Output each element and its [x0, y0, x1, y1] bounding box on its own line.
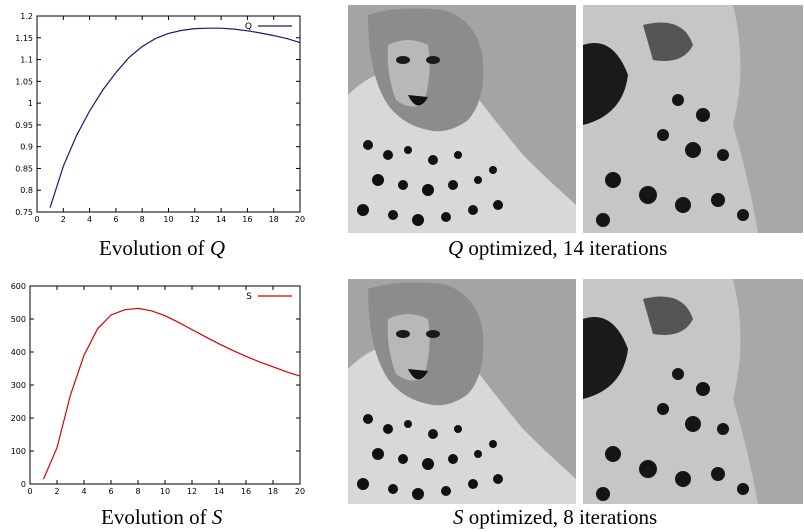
x-tick-label: 14	[214, 487, 224, 496]
cheetah-detail-icon	[583, 5, 803, 233]
s-detail-image	[583, 279, 803, 504]
x-tick-label: 20	[295, 215, 305, 224]
series-line-S	[42, 307, 301, 480]
x-tick-label: 2	[61, 215, 66, 224]
y-tick-label: 500	[11, 315, 26, 324]
y-tick-label: 400	[11, 348, 26, 357]
y-tick-label: 1	[28, 99, 33, 108]
x-tick-label: 0	[27, 487, 32, 496]
x-tick-label: 10	[160, 487, 170, 496]
x-tick-label: 12	[187, 487, 197, 496]
q-images-caption: Q optimized, 14 iterations	[448, 236, 668, 260]
x-tick-label: 4	[81, 487, 86, 496]
cheetah-icon	[348, 279, 576, 504]
y-tick-label: 100	[11, 447, 26, 456]
s-full-image	[348, 279, 576, 504]
x-tick-label: 20	[295, 487, 305, 496]
legend-label: Q	[245, 22, 252, 32]
cheetah-detail-icon	[583, 279, 803, 504]
y-tick-label: 600	[11, 282, 26, 291]
cheetah-icon	[348, 5, 576, 233]
y-tick-label: 1.1	[20, 56, 33, 65]
x-tick-label: 2	[54, 487, 59, 496]
legend-label: S	[246, 292, 252, 302]
y-tick-label: 0.95	[15, 121, 33, 130]
x-tick-label: 4	[87, 215, 92, 224]
q-evolution-chart: 0 2 4 6 8 10 12 14 16 18 20 0.75 0.8 0.85 0.9 0.95 1 1.05…	[15, 12, 305, 224]
x-tick-label: 6	[113, 215, 118, 224]
x-tick-label: 12	[190, 215, 200, 224]
x-tick-label: 18	[268, 487, 278, 496]
y-tick-label: 200	[11, 414, 26, 423]
x-tick-label: 18	[269, 215, 279, 224]
y-tick-label: 300	[11, 381, 26, 390]
s-chart-caption: Evolution of S	[101, 505, 223, 529]
y-tick-label: 0.85	[15, 164, 33, 173]
x-tick-label: 0	[34, 215, 39, 224]
y-tick-label: 0	[21, 480, 26, 489]
x-tick-label: 16	[241, 487, 251, 496]
x-tick-label: 14	[216, 215, 226, 224]
y-tick-label: 1.05	[15, 77, 33, 86]
q-chart-caption: Evolution of Q	[99, 236, 225, 260]
y-tick-label: 0.75	[15, 208, 33, 217]
q-detail-image	[583, 5, 803, 233]
x-tick-label: 8	[135, 487, 140, 496]
y-tick-label: 1.2	[20, 12, 33, 21]
y-tick-label: 0.8	[20, 186, 33, 195]
s-images-caption: S optimized, 8 iterations	[453, 505, 658, 529]
x-tick-label: 10	[163, 215, 173, 224]
x-tick-label: 16	[242, 215, 252, 224]
y-tick-label: 0.9	[20, 143, 33, 152]
plot-frame	[36, 15, 301, 213]
x-tick-label: 6	[108, 487, 113, 496]
x-tick-label: 8	[140, 215, 145, 224]
y-tick-label: 1.15	[15, 34, 33, 43]
q-full-image	[348, 5, 576, 233]
series-line-Q	[49, 27, 301, 208]
